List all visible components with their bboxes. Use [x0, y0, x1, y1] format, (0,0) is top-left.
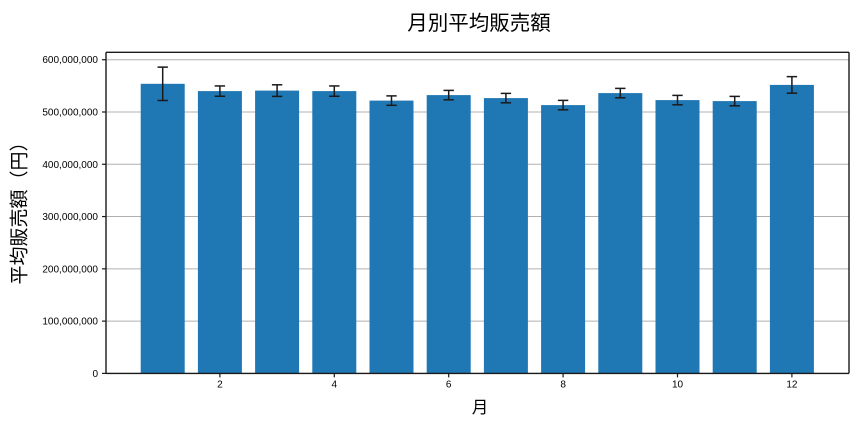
svg-text:10: 10 [672, 379, 684, 390]
svg-text:12: 12 [786, 379, 798, 390]
svg-text:300,000,000: 300,000,000 [42, 212, 98, 223]
svg-text:8: 8 [560, 379, 566, 390]
svg-text:6: 6 [446, 379, 452, 390]
svg-text:400,000,000: 400,000,000 [42, 160, 98, 171]
svg-text:0: 0 [92, 369, 98, 380]
svg-text:600,000,000: 600,000,000 [42, 55, 98, 66]
svg-text:100,000,000: 100,000,000 [42, 317, 98, 328]
svg-text:2: 2 [217, 379, 223, 390]
svg-text:500,000,000: 500,000,000 [42, 108, 98, 119]
svg-text:4: 4 [332, 379, 338, 390]
svg-text:200,000,000: 200,000,000 [42, 264, 98, 275]
